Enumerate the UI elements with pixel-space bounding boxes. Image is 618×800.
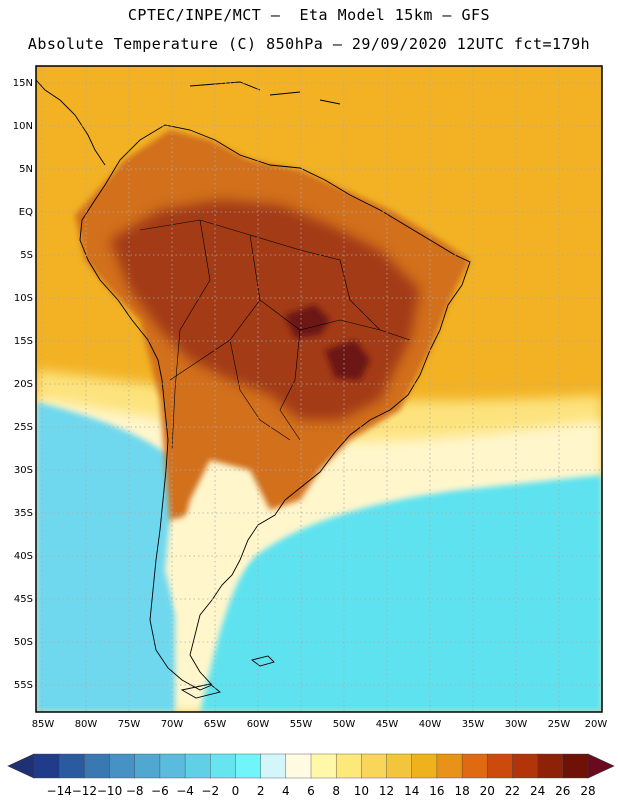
colorbar-swatch: [361, 753, 388, 779]
coastlines: [35, 79, 471, 699]
lat-label-5s: 5S: [20, 250, 33, 261]
continent-peak-south: [325, 340, 370, 380]
lon-label-25w: 25W: [548, 719, 571, 730]
colorbar-swatch: [436, 753, 463, 779]
colorbar-swatch: [562, 753, 589, 779]
colorbar-label: −2: [201, 784, 219, 798]
lon-label-55w: 55W: [290, 719, 313, 730]
chart-title-line-1: CPTEC/INPE/MCT – Eta Model 15km – GFS: [127, 6, 491, 24]
colorbar-swatch: [109, 753, 136, 779]
colorbar-swatch: [386, 753, 413, 779]
colorbar-swatch: [33, 753, 60, 779]
colorbar-swatch: [537, 753, 564, 779]
lat-label-20s: 20S: [14, 379, 33, 390]
south-america-coastline: [79, 124, 471, 691]
lat-label-50s: 50S: [14, 637, 33, 648]
colorbar-label: −4: [176, 784, 194, 798]
lat-label-55s: 55S: [14, 680, 33, 691]
lat-label-eq: EQ: [19, 207, 33, 218]
lon-label-45w: 45W: [376, 719, 399, 730]
colorbar-label: 4: [282, 784, 290, 798]
colorbar-label: 10: [354, 784, 369, 798]
colorbar-labels: −14 −12 −10 −8 −6 −4 −2 0 2 4 6 8 10 12 14 16 18 20 22 24 26…: [47, 784, 596, 798]
continent-peak-center: [285, 305, 330, 338]
lat-label-10n: 10N: [13, 121, 33, 132]
lat-label-45s: 45S: [14, 594, 33, 605]
colorbar-swatch: [58, 753, 85, 779]
colorbar-label: −14: [47, 784, 72, 798]
colorbar-swatch: [235, 753, 262, 779]
lon-label-70w: 70W: [161, 719, 184, 730]
lon-label-60w: 60W: [247, 719, 270, 730]
lat-label-30s: 30S: [14, 465, 33, 476]
lon-label-65w: 65W: [204, 719, 227, 730]
colorbar-swatch: [84, 753, 111, 779]
latitude-labels: 15N 10N 5N EQ 5S 10S 15S 20S 25S 30S 35S…: [13, 78, 33, 691]
colorbar-swatches: [33, 753, 589, 779]
falkland-islands: [250, 655, 275, 667]
lat-label-35s: 35S: [14, 508, 33, 519]
colorbar-swatch: [310, 753, 337, 779]
tierra-del-fuego: [180, 683, 221, 699]
colorbar-swatch: [487, 753, 513, 779]
lat-label-10s: 10S: [14, 293, 33, 304]
central-america-coastline: [35, 79, 106, 166]
lat-label-40s: 40S: [14, 551, 33, 562]
southern-cold-region: [36, 402, 175, 712]
lon-label-80w: 80W: [75, 719, 98, 730]
lat-label-15n: 15N: [13, 78, 33, 89]
chart-title-line-2: Absolute Temperature (C) 850hPa – 29/09/…: [27, 35, 591, 53]
colorbar-label: 8: [332, 784, 340, 798]
colorbar-swatch: [335, 753, 362, 779]
colorbar-label: 0: [232, 784, 240, 798]
lon-label-50w: 50W: [333, 719, 356, 730]
temperature-field: [36, 66, 602, 712]
colorbar-label: −10: [97, 784, 122, 798]
lon-label-40w: 40W: [419, 719, 442, 730]
lon-label-35w: 35W: [462, 719, 485, 730]
colorbar-swatch: [512, 753, 539, 779]
colorbar-label: 26: [555, 784, 570, 798]
colorbar-label: 14: [404, 784, 419, 798]
map-frame: [35, 65, 603, 713]
colorbar: −14 −12 −10 −8 −6 −4 −2 0 2 4 6 8 10 12 14 16 18 20 22 24 26…: [7, 753, 615, 798]
colorbar-swatch: [134, 753, 161, 779]
longitude-labels: 85W 80W 75W 70W 65W 60W 55W 50W 45W 40W …: [32, 719, 608, 730]
colorbar-label: 16: [429, 784, 444, 798]
colorbar-label: 28: [580, 784, 595, 798]
caribbean-islands: [189, 81, 341, 105]
lon-label-75w: 75W: [118, 719, 141, 730]
colorbar-swatch: [184, 753, 211, 779]
colorbar-left-arrow: [7, 753, 35, 779]
colorbar-label: −6: [151, 784, 169, 798]
colorbar-label: 6: [307, 784, 315, 798]
colorbar-label: 12: [379, 784, 394, 798]
colorbar-swatch: [461, 753, 488, 779]
colorbar-swatch: [285, 753, 312, 779]
colorbar-label: 20: [480, 784, 495, 798]
lon-label-85w: 85W: [32, 719, 55, 730]
colorbar-right-arrow: [587, 753, 615, 779]
lon-label-20w: 20W: [585, 719, 608, 730]
colorbar-label: 24: [530, 784, 545, 798]
colorbar-swatch: [411, 753, 438, 779]
colorbar-swatch: [159, 753, 186, 779]
lon-label-30w: 30W: [505, 719, 528, 730]
lat-label-25s: 25S: [14, 422, 33, 433]
colorbar-label: 18: [454, 784, 469, 798]
lat-label-5n: 5N: [19, 164, 33, 175]
colorbar-swatch: [260, 753, 287, 779]
colorbar-label: 22: [505, 784, 520, 798]
colorbar-label: −8: [126, 784, 144, 798]
patagonia-pale: [165, 505, 270, 620]
colorbar-label: −12: [72, 784, 97, 798]
south-atlantic-cold-region: [200, 475, 602, 712]
lat-label-15s: 15S: [14, 336, 33, 347]
colorbar-label: 2: [257, 784, 265, 798]
colorbar-swatch: [210, 753, 236, 779]
